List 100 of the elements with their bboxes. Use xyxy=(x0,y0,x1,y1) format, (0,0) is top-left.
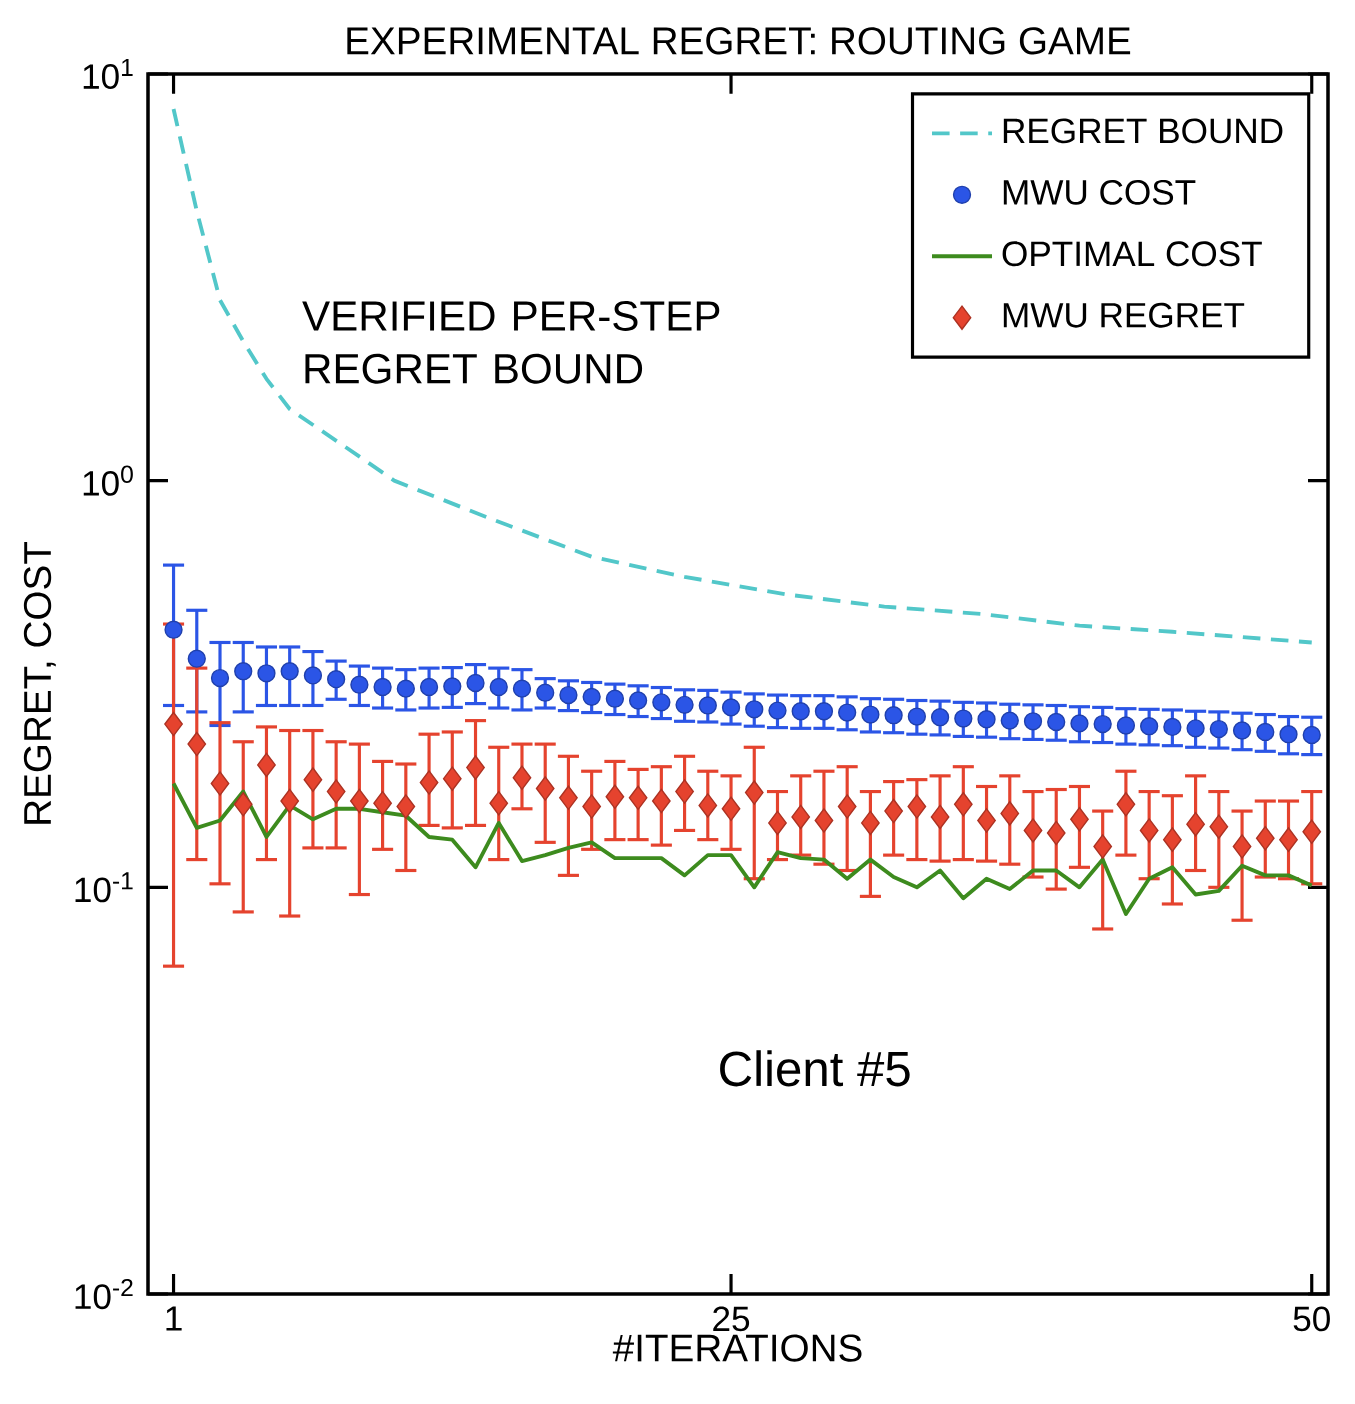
point xyxy=(930,804,950,830)
point xyxy=(953,792,973,817)
point xyxy=(1116,792,1136,817)
point xyxy=(1000,711,1019,730)
point xyxy=(327,670,346,689)
x-axis-title: #ITERATIONS xyxy=(612,1334,862,1362)
point xyxy=(1093,714,1112,734)
point xyxy=(1302,725,1321,745)
point xyxy=(1279,827,1298,852)
point xyxy=(628,691,648,710)
chart-title: EXPERIMENTAL REGRET: ROUTING GAME xyxy=(347,27,1131,55)
annotation: VERIFIED PER-STEP REGRET BOUND xyxy=(302,301,720,384)
point xyxy=(1186,719,1205,738)
point xyxy=(907,707,927,726)
point xyxy=(628,785,648,811)
point xyxy=(373,790,393,816)
point xyxy=(605,784,625,810)
point xyxy=(187,649,206,668)
point xyxy=(744,780,764,805)
point xyxy=(1162,827,1182,852)
point xyxy=(1209,719,1228,739)
point xyxy=(396,679,415,698)
point xyxy=(303,666,323,685)
point xyxy=(1046,820,1066,846)
point xyxy=(280,662,299,681)
point xyxy=(1186,811,1206,837)
point xyxy=(861,705,880,724)
point xyxy=(1209,814,1229,839)
point xyxy=(1023,712,1043,731)
point xyxy=(350,675,369,694)
point xyxy=(675,779,694,804)
point xyxy=(582,687,601,707)
y-tick-label: 10$^{0}$ xyxy=(83,465,133,496)
point xyxy=(884,706,903,725)
point xyxy=(791,804,811,830)
point xyxy=(210,771,230,796)
legend-label: REGRET BOUND xyxy=(1003,118,1283,144)
y-tick-label: 10$^{1}$ xyxy=(83,58,133,89)
point xyxy=(860,810,880,836)
point xyxy=(187,731,207,757)
y-tick-label: 10$^{-1}$ xyxy=(75,872,133,903)
point xyxy=(442,766,462,791)
point xyxy=(582,794,602,819)
point xyxy=(698,696,717,715)
point xyxy=(326,779,346,804)
point xyxy=(1163,717,1182,737)
point xyxy=(466,755,485,780)
point xyxy=(1232,834,1252,859)
point xyxy=(1256,722,1275,742)
point xyxy=(234,662,253,681)
point xyxy=(512,765,532,791)
point xyxy=(419,677,439,697)
point xyxy=(164,711,183,737)
point xyxy=(675,695,694,714)
point xyxy=(977,808,996,833)
line-series xyxy=(171,107,1314,645)
point xyxy=(721,698,741,717)
point xyxy=(1000,801,1020,826)
y-tick-label: 10$^{-2}$ xyxy=(75,1278,133,1310)
point xyxy=(838,703,857,722)
point xyxy=(559,785,578,811)
point xyxy=(605,689,625,708)
point xyxy=(884,798,904,824)
point xyxy=(1047,712,1066,732)
point xyxy=(1140,717,1159,736)
point xyxy=(768,810,787,836)
point xyxy=(349,788,369,814)
point xyxy=(1070,714,1089,733)
point xyxy=(814,702,834,721)
point xyxy=(1070,806,1089,832)
point xyxy=(745,700,764,719)
x-tick-label: 1 xyxy=(166,1306,182,1331)
point xyxy=(1139,818,1159,843)
point xyxy=(768,701,787,720)
point xyxy=(396,794,416,819)
point xyxy=(164,620,183,639)
point xyxy=(280,788,300,814)
point xyxy=(954,709,973,728)
point xyxy=(257,664,276,683)
point xyxy=(1279,725,1298,744)
point xyxy=(837,794,857,819)
x-tick-label: 50 xyxy=(1293,1306,1330,1332)
point xyxy=(303,767,323,792)
point xyxy=(1093,834,1113,859)
annotation: Client #5 xyxy=(720,1050,910,1087)
point xyxy=(651,788,671,814)
point xyxy=(443,677,462,696)
point xyxy=(1116,716,1136,735)
legend-label: OPTIMAL COST xyxy=(1002,241,1262,267)
point xyxy=(698,793,718,818)
point xyxy=(535,776,555,801)
point xyxy=(373,677,392,697)
point xyxy=(233,792,253,817)
point xyxy=(419,770,439,795)
point xyxy=(907,794,927,819)
y-axis-title: REGRET, COST xyxy=(23,542,56,824)
point xyxy=(559,685,578,705)
point xyxy=(930,708,950,727)
point xyxy=(512,679,532,698)
point xyxy=(1232,721,1252,740)
